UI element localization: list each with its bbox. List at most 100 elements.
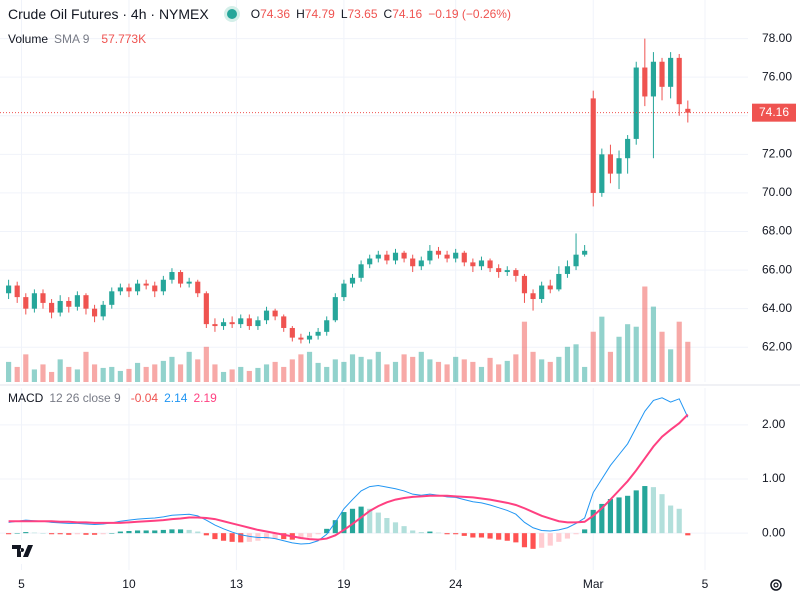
macd-hist-bar [203, 533, 209, 536]
macd-hist-bar [478, 533, 485, 538]
y-tick-label: 64.00 [762, 301, 792, 315]
macd-hist-bar [238, 533, 244, 543]
macd-hist-bar [66, 533, 72, 535]
volume-bar [685, 341, 691, 382]
volume-bar [427, 359, 433, 382]
ohlc-label: O [250, 7, 261, 21]
volume-bar [607, 351, 614, 382]
volume-bar [255, 367, 261, 382]
candle-body [160, 279, 166, 292]
symbol-title[interactable]: Crude Oil Futures · 4h · NYMEX [8, 6, 209, 22]
macd-hist-bar [281, 533, 287, 540]
candle-body [633, 67, 639, 139]
volume-bar [31, 369, 37, 382]
macd-hist-bar [49, 533, 55, 535]
candle-body [590, 98, 596, 193]
candle-body [487, 260, 493, 269]
volume-bar [642, 286, 648, 382]
settings-gear[interactable] [770, 579, 782, 591]
volume-bar [668, 349, 674, 382]
volume-bar [418, 351, 424, 382]
candle-body [23, 297, 29, 309]
volume-bar [513, 354, 519, 382]
volume-bar [195, 359, 201, 382]
candle-body [375, 254, 381, 259]
volume-bar [126, 368, 132, 382]
candle-body [186, 281, 192, 284]
candle-body [332, 297, 338, 321]
macd-hist-bar [461, 533, 467, 536]
candle-body [169, 272, 175, 280]
macd-hist-bar [306, 533, 313, 538]
macd-hist-bar [659, 494, 665, 534]
volume-bar [57, 359, 63, 382]
volume-bar [332, 359, 338, 382]
y-tick-label: 0.00 [762, 525, 786, 539]
candle-body [31, 293, 37, 309]
macd-hist-bar [315, 533, 321, 535]
volume-bar [496, 364, 502, 382]
signal-line [8, 413, 689, 541]
macd-hist-bar [470, 533, 476, 538]
candle-body [530, 293, 536, 300]
candle-body [607, 154, 614, 174]
candle-body [212, 324, 218, 327]
macd-hist-bar [539, 533, 545, 548]
macd-hist-bar [685, 533, 691, 536]
macd-hist-bar [668, 505, 674, 534]
macd-hist-bar [556, 533, 562, 542]
macd-hist-bar [384, 518, 390, 534]
macd-hist-bar [573, 533, 579, 535]
volume-bar [109, 366, 115, 382]
volume-bar [616, 336, 622, 382]
ohlc-value: 74.79 [304, 7, 335, 21]
macd-hist-bar [599, 503, 605, 534]
candle-body [401, 252, 407, 259]
macd-hist-bar [195, 531, 201, 534]
macd-line-value: 2.14 [164, 391, 188, 405]
gear-ring[interactable] [770, 579, 782, 591]
volume-bar [539, 359, 545, 382]
candle-body [49, 302, 55, 313]
candle-body [349, 277, 356, 284]
candle-body [496, 268, 502, 273]
macd-hist-bar [83, 533, 89, 535]
volume-name[interactable]: Volume [8, 32, 49, 46]
macd-name[interactable]: MACD [8, 391, 44, 405]
candle-body [229, 322, 235, 325]
candle-body [281, 316, 287, 328]
candle-body [573, 254, 579, 267]
volume-bar [650, 306, 657, 382]
logo-bg [8, 540, 38, 564]
candle-body [384, 254, 390, 261]
macd-hist-bar [74, 533, 80, 535]
macd-hist-bar [160, 529, 166, 534]
volume-bar [281, 366, 287, 382]
macd-hist-bar [117, 531, 123, 534]
candle-body [134, 283, 141, 292]
volume-bar [117, 370, 123, 382]
macd-hist-bar [418, 532, 424, 534]
y-tick-label: 70.00 [762, 185, 792, 199]
macd-hist-bar [255, 533, 261, 541]
macd-hist-bar [341, 512, 347, 534]
candle-body [582, 250, 588, 255]
candle-body [676, 57, 682, 105]
macd-hist-bar [607, 499, 614, 534]
candle-body [513, 270, 519, 276]
y-tick-label: 62.00 [762, 339, 792, 353]
gear-center[interactable] [773, 582, 779, 588]
candle-body [461, 252, 467, 263]
x-tick-label: 5 [702, 577, 709, 591]
candle-body [100, 304, 106, 317]
ohlc-low: L73.65 [341, 7, 378, 21]
candle-body [83, 295, 89, 309]
macd-hist-bar [134, 530, 141, 534]
candle-body [504, 270, 510, 273]
macd-hist-bar [487, 533, 493, 539]
volume-bar [246, 370, 252, 382]
candle-body [143, 283, 149, 286]
volume-bar [521, 321, 528, 382]
candle-body [263, 310, 270, 321]
macd-hist-bar [332, 520, 338, 534]
